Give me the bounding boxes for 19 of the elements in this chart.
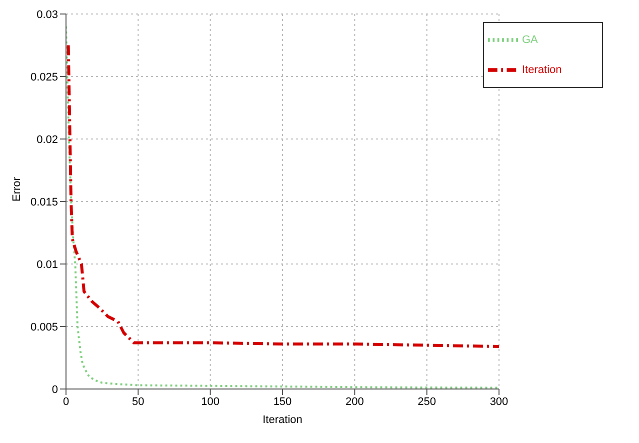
x-tick-label: 150 xyxy=(273,396,292,408)
y-tick-label: 0.03 xyxy=(36,8,58,21)
y-axis-title: Error xyxy=(10,176,23,202)
x-tick-label: 0 xyxy=(62,396,70,408)
x-tick-label: 300 xyxy=(490,396,508,408)
y-tick-label: 0.01 xyxy=(36,258,58,271)
line-series xyxy=(66,44,499,348)
x-tick-label: 50 xyxy=(132,396,144,408)
y-tick-label: 0.025 xyxy=(30,71,58,84)
legend-label: Iteration xyxy=(522,64,562,76)
x-tick-label: 250 xyxy=(418,396,436,408)
y-tick-label: 0.005 xyxy=(30,321,58,334)
x-tick-label: 100 xyxy=(201,396,220,408)
x-tick-label: 200 xyxy=(345,396,364,408)
x-axis-title: Iteration xyxy=(262,414,302,426)
legend-label: GA xyxy=(522,34,538,46)
y-tick-label: 0.015 xyxy=(30,196,58,208)
y-tick-label: 0.02 xyxy=(36,134,58,146)
y-tick-label: 0 xyxy=(52,384,58,396)
